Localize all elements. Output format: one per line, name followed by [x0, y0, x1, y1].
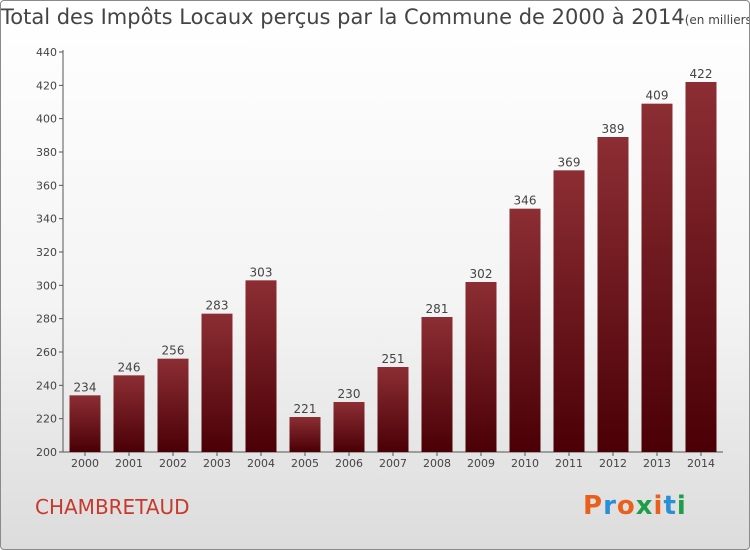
logo-letter: P — [583, 491, 604, 521]
x-tick-label: 2003 — [203, 457, 231, 470]
logo-letter: t — [663, 491, 677, 521]
x-tick-label: 2001 — [115, 457, 143, 470]
bar — [377, 367, 409, 452]
bar — [685, 82, 717, 452]
logo-letter: r — [603, 491, 617, 521]
bar-value-label: 303 — [250, 265, 273, 279]
bar-value-label: 221 — [294, 402, 317, 416]
title-unit: (en milliers d'€) — [684, 13, 750, 27]
bar-value-label: 369 — [558, 155, 581, 169]
bar — [201, 313, 233, 452]
bar — [553, 170, 585, 453]
y-tick-label: 320 — [36, 246, 57, 259]
y-tick-label: 280 — [36, 313, 57, 326]
bar-value-label: 283 — [206, 299, 229, 313]
bar-value-label: 246 — [118, 360, 141, 374]
logo-letter: i — [676, 491, 687, 521]
y-tick-label: 220 — [36, 413, 57, 426]
x-tick-label: 2011 — [555, 457, 583, 470]
bar — [69, 395, 101, 452]
bar — [465, 282, 497, 452]
x-tick-label: 2013 — [643, 457, 671, 470]
x-tick-label: 2008 — [423, 457, 451, 470]
bar — [157, 358, 189, 452]
logo-letter: x — [635, 491, 654, 521]
axes: 200 220 240 260 280 300 320 340 360 380 400 420 440 2… — [36, 46, 723, 470]
y-tick-label: 240 — [36, 379, 57, 392]
bars: 234 246 256 283 303 221 230 251 281 302 346 369 389 4… — [69, 67, 717, 453]
bar — [333, 402, 365, 452]
proxiti-logo: Proxiti — [583, 491, 687, 521]
bar-value-label: 409 — [646, 89, 669, 103]
chart-title: Total des Impôts Locaux perçus par la Co… — [1, 5, 750, 29]
bar-value-label: 251 — [382, 352, 405, 366]
x-tick-label: 2007 — [379, 457, 407, 470]
title-text: Total des Impôts Locaux perçus par la Co… — [1, 5, 685, 29]
bar-value-label: 422 — [690, 67, 713, 81]
bar — [597, 137, 629, 452]
bar-value-label: 389 — [602, 122, 625, 136]
logo-letter: o — [616, 491, 636, 521]
x-tick-label: 2009 — [467, 457, 495, 470]
x-tick-label: 2012 — [599, 457, 627, 470]
y-tick-label: 200 — [36, 446, 57, 459]
bar — [289, 417, 321, 452]
y-tick-label: 300 — [36, 279, 57, 292]
x-tick-label: 2014 — [687, 457, 715, 470]
y-tick-label: 360 — [36, 179, 57, 192]
y-tick-label: 400 — [36, 113, 57, 126]
x-tick-label: 2005 — [291, 457, 319, 470]
y-tick-label: 260 — [36, 346, 57, 359]
bar-value-label: 230 — [338, 387, 361, 401]
bar — [113, 375, 145, 452]
y-tick-label: 380 — [36, 146, 57, 159]
bar-value-label: 256 — [162, 344, 185, 358]
bar-value-label: 302 — [470, 267, 493, 281]
y-tick-label: 420 — [36, 79, 57, 92]
x-tick-label: 2002 — [159, 457, 187, 470]
bar — [421, 317, 453, 452]
y-tick-label: 440 — [36, 46, 57, 59]
commune-name: CHAMBRETAUD — [35, 495, 190, 519]
x-tick-label: 2004 — [247, 457, 275, 470]
bar — [509, 208, 541, 452]
bar-value-label: 234 — [74, 380, 97, 394]
y-tick-label: 340 — [36, 213, 57, 226]
bar-value-label: 346 — [514, 194, 537, 208]
bar — [245, 280, 277, 452]
bar — [641, 103, 673, 453]
x-tick-label: 2010 — [511, 457, 539, 470]
bar-value-label: 281 — [426, 302, 449, 316]
logo-letter: i — [653, 491, 664, 521]
x-tick-label: 2000 — [71, 457, 99, 470]
x-tick-label: 2006 — [335, 457, 363, 470]
